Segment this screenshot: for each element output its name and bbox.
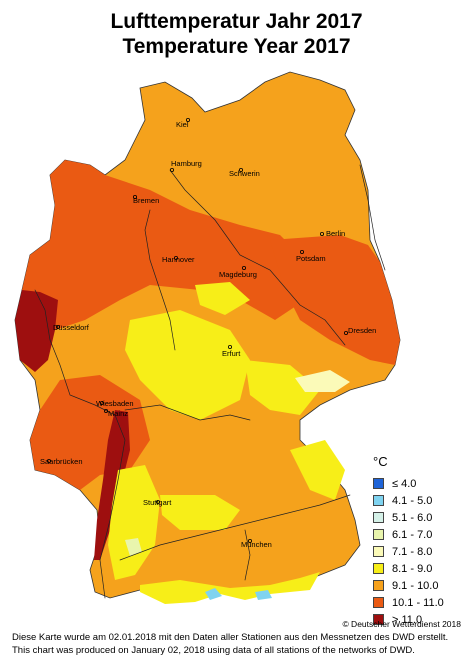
- city-label-saarbruecken: Saarbrücken: [40, 457, 83, 466]
- city-label-duesseldorf: Düsseldorf: [53, 323, 90, 332]
- hot-region-upper-rhine: [94, 410, 130, 560]
- legend-label: 8.1 - 9.0: [392, 562, 433, 575]
- cool-region-swabian-jura: [160, 495, 240, 530]
- legend-item: 9.1 - 10.0: [373, 577, 444, 594]
- city-marker-hamburg: [169, 167, 174, 172]
- cool-region-black-forest: [108, 465, 160, 580]
- legend-swatch: [373, 597, 384, 608]
- cool-region-thuringia: [245, 360, 320, 415]
- legend-unit: °C: [373, 454, 388, 469]
- legend-label: 5.1 - 6.0: [392, 511, 433, 524]
- city-marker-berlin: [319, 231, 324, 236]
- legend-swatch: [373, 563, 384, 574]
- cool-region-central-uplands: [125, 310, 250, 420]
- legend-label: 7.1 - 8.0: [392, 545, 433, 558]
- city-marker-saarbruecken: [47, 458, 52, 463]
- river-elbe: [169, 169, 346, 346]
- warm-region-east: [270, 235, 400, 365]
- hot-region-lower-rhine: [15, 290, 58, 372]
- city-marker-hannover: [173, 255, 178, 260]
- footnote-german: Diese Karte wurde am 02.01.2018 mit den …: [12, 632, 449, 643]
- legend-swatch: [373, 580, 384, 591]
- city-label-kiel: Kiel: [176, 120, 189, 129]
- city-markers: [47, 118, 348, 544]
- legend-item: 8.1 - 9.0: [373, 560, 444, 577]
- legend-label: 4.1 - 5.0: [392, 494, 433, 507]
- city-label-bremen: Bremen: [133, 196, 159, 205]
- legend-label: 10.1 - 11.0: [392, 596, 444, 609]
- footnote-english: This chart was produced on January 02, 2…: [12, 645, 415, 656]
- city-label-dresden: Dresden: [348, 326, 376, 335]
- cool-region-alps: [140, 572, 320, 604]
- legend-item: 7.1 - 8.0: [373, 543, 444, 560]
- city-label-mainz: Mainz: [108, 409, 128, 418]
- legend-item: ≤ 4.0: [373, 475, 444, 492]
- cold-region-feldberg: [125, 538, 142, 556]
- legend-item: 6.1 - 7.0: [373, 526, 444, 543]
- copyright-notice: © Deutscher Wetterdienst 2018: [342, 619, 461, 629]
- legend-item: 4.1 - 5.0: [373, 492, 444, 509]
- river-danube: [119, 494, 351, 561]
- city-marker-mainz: [104, 408, 109, 413]
- river-weser: [144, 209, 176, 351]
- legend-item: 5.1 - 6.0: [373, 509, 444, 526]
- legend-swatch: [373, 614, 384, 625]
- city-marker-dresden: [343, 330, 348, 335]
- cool-region-harz: [195, 282, 250, 315]
- city-marker-erfurt: [227, 344, 232, 349]
- legend-swatch: [373, 495, 384, 506]
- legend-item: 10.1 - 11.0: [373, 594, 444, 611]
- cool-region-bavarian-forest: [290, 440, 345, 500]
- city-label-hannover: Hannover: [162, 255, 195, 264]
- city-marker-wiesbaden: [100, 400, 105, 405]
- river-isar: [244, 529, 251, 581]
- legend-swatch: [373, 529, 384, 540]
- city-marker-schwerin: [238, 167, 243, 172]
- city-label-potsdam: Potsdam: [296, 254, 326, 263]
- city-label-berlin: Berlin: [326, 229, 345, 238]
- city-marker-muenchen: [247, 539, 252, 544]
- cold-region-alpine-peaks: [205, 588, 272, 600]
- city-label-erfurt: Erfurt: [222, 349, 241, 358]
- cold-region-ore-mountains: [295, 370, 350, 392]
- river-main: [124, 404, 251, 421]
- city-marker-bremen: [132, 194, 137, 199]
- city-marker-magdeburg: [241, 265, 246, 270]
- legend-swatch: [373, 478, 384, 489]
- city-label-wiesbaden: Wiesbaden: [96, 399, 134, 408]
- river-oder: [359, 164, 386, 271]
- city-marker-stuttgart: [155, 499, 160, 504]
- city-label-magdeburg: Magdeburg: [219, 270, 257, 279]
- city-label-hamburg: Hamburg: [171, 159, 202, 168]
- city-labels: Kiel Hamburg Schwerin Bremen Berlin Pots…: [40, 120, 376, 549]
- map-title-german: Lufttemperatur Jahr 2017: [110, 10, 363, 33]
- legend-label: > 11.0: [392, 613, 423, 626]
- legend-swatch: [373, 512, 384, 523]
- city-label-muenchen: München: [241, 540, 272, 549]
- germany-temperature-map: Kiel Hamburg Schwerin Bremen Berlin Pots…: [14, 71, 401, 604]
- map-title-english: Temperature Year 2017: [122, 35, 351, 58]
- rivers: [34, 164, 386, 599]
- city-marker-kiel: [185, 118, 190, 123]
- legend-item: > 11.0: [373, 611, 444, 628]
- city-marker-duesseldorf: [56, 324, 61, 329]
- city-label-stuttgart: Stuttgart: [143, 498, 172, 507]
- city-marker-potsdam: [299, 249, 304, 254]
- legend-label: ≤ 4.0: [392, 477, 417, 490]
- legend-label: 9.1 - 10.0: [392, 579, 439, 592]
- city-label-schwerin: Schwerin: [229, 169, 260, 178]
- temperature-legend: °C ≤ 4.0 4.1 - 5.0 5.1 - 6.0 6.1 - 7.0 7…: [373, 454, 444, 628]
- legend-swatch: [373, 546, 384, 557]
- legend-label: 6.1 - 7.0: [392, 528, 433, 541]
